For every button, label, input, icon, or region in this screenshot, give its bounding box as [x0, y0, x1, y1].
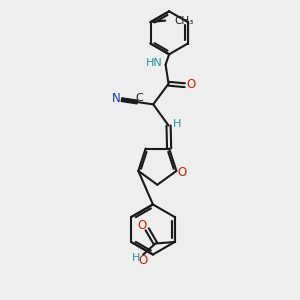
- Text: O: O: [138, 219, 147, 232]
- Text: N: N: [112, 92, 120, 105]
- Text: O: O: [177, 166, 186, 178]
- Text: O: O: [139, 254, 148, 267]
- Text: H: H: [132, 253, 140, 262]
- Text: H: H: [173, 119, 182, 129]
- Text: O: O: [187, 78, 196, 91]
- Text: HN: HN: [146, 58, 163, 68]
- Text: C: C: [136, 93, 143, 103]
- Text: CH₃: CH₃: [175, 16, 194, 26]
